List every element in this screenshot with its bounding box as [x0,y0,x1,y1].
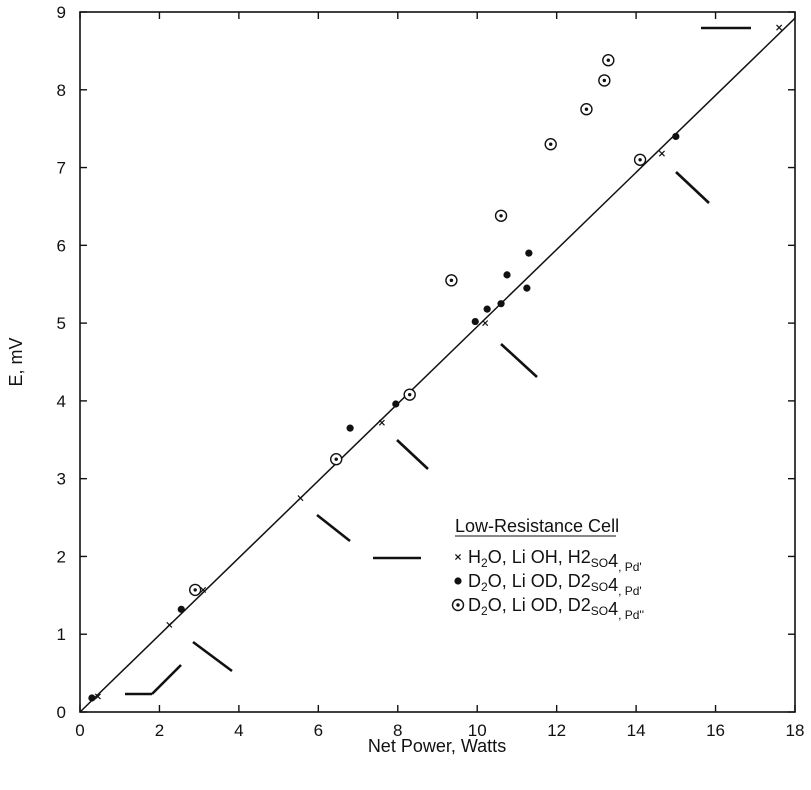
data-point-dot [392,400,400,408]
dash-mark [151,664,182,695]
dash-mark [192,640,233,673]
y-tick-label: 9 [57,3,66,22]
x-tick-label: 0 [75,721,84,740]
y-tick-label: 6 [57,236,66,255]
data-point-x [297,495,304,502]
y-tick-label: 4 [57,392,66,411]
y-tick-label: 1 [57,625,66,644]
legend-entry-label: H2O, Li OH, H2SO4, Pd' [468,547,642,574]
fit-line [79,17,796,713]
data-point-ring [602,54,615,67]
data-point-ring [445,274,458,287]
legend-entry-label: D2O, Li OD, D2SO4, Pd'' [468,595,644,622]
data-point-dot [672,132,680,141]
fit-line-group [79,17,796,713]
legend-title: Low-Resistance Cell [455,516,619,536]
data-point-x [658,150,665,157]
data-point-x [454,553,462,561]
dash-marks [125,26,751,696]
data-point-x [94,693,101,700]
data-point-ring [633,153,647,166]
data-point-dot [503,271,511,279]
data-point-dot [497,300,505,308]
y-tick-label: 5 [57,314,66,333]
data-point-dot [525,249,533,257]
x-tick-label: 18 [786,721,805,740]
x-tick-label: 10 [468,721,487,740]
y-tick-label: 7 [57,159,66,178]
data-point-x [378,419,385,426]
data-point-x [776,24,783,31]
data-point-dot [471,317,479,326]
legend-entry-label: D2O, Li OD, D2SO4, Pd' [468,571,642,598]
data-point-dot [483,305,491,313]
x-tick-label: 6 [314,721,323,740]
x-tick-label: 8 [393,721,402,740]
legend: Low-Resistance Cell H2O, Li OH, H2SO4, P… [451,516,644,622]
y-axis-label: E, mV [6,337,26,386]
data-point-dot [177,605,185,613]
x-tick-label: 4 [234,721,243,740]
x-tick-label: 16 [706,721,725,740]
data-point-dot [88,694,96,702]
x-tick-label: 14 [627,721,646,740]
x-tick-label: 2 [155,721,164,740]
data-point-dot [346,424,354,432]
data-point-x [482,320,489,327]
data-point-x [200,586,207,593]
data-point-ring [598,74,611,87]
data-point-ring [330,453,343,466]
dash-mark [675,171,710,204]
dash-mark [396,439,429,470]
dash-mark [316,513,351,543]
x-axis-label: Net Power, Watts [368,736,506,756]
y-tick-label: 3 [57,470,66,489]
y-tick-label: 0 [57,703,66,722]
data-point-dot [523,284,531,292]
y-tick-label: 2 [57,547,66,566]
x-tick-label: 12 [547,721,566,740]
data-point-ring [403,388,416,401]
data-point-ring [451,598,465,612]
plot-frame [79,11,796,713]
data-point-ring [188,583,202,597]
data-point-x [166,621,173,628]
data-points [88,24,783,702]
data-point-ring [580,103,593,116]
data-point-ring [494,209,508,222]
data-point-ring [544,138,557,151]
y-tick-label: 8 [57,81,66,100]
dash-mark [500,343,538,378]
data-point-dot [454,577,462,585]
